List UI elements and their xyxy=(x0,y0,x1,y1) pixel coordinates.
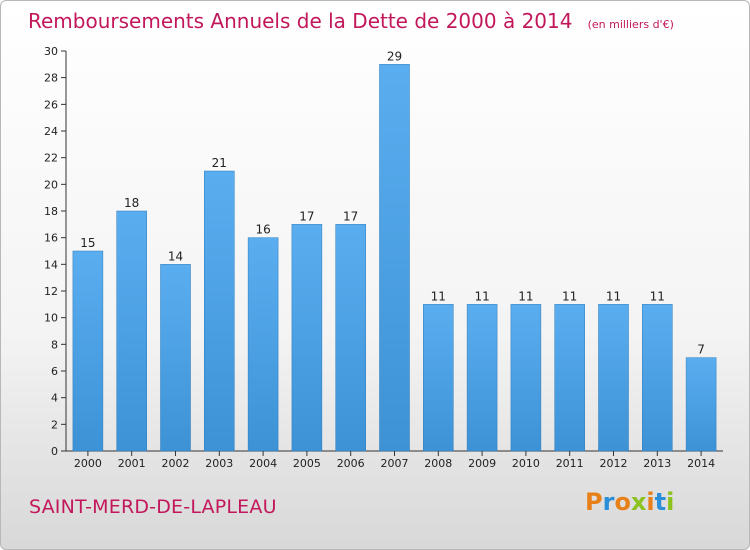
y-tick-label: 22 xyxy=(44,152,58,165)
x-tick-label: 2005 xyxy=(293,457,321,470)
bar-value-label: 11 xyxy=(606,289,621,303)
y-tick-label: 16 xyxy=(44,232,58,245)
x-tick-label: 2004 xyxy=(249,457,277,470)
logo-letter: i xyxy=(666,488,675,516)
bar-value-label: 29 xyxy=(387,49,402,63)
x-tick-label: 2010 xyxy=(512,457,540,470)
y-tick-label: 28 xyxy=(44,72,58,85)
x-tick-label: 2000 xyxy=(74,457,102,470)
bar-value-label: 18 xyxy=(124,196,139,210)
bar-value-label: 15 xyxy=(80,236,95,250)
bar-value-label: 11 xyxy=(650,289,665,303)
bar-value-label: 11 xyxy=(431,289,446,303)
y-tick-label: 2 xyxy=(51,418,58,431)
y-tick-label: 30 xyxy=(44,45,58,58)
bar-value-label: 11 xyxy=(518,289,533,303)
bar xyxy=(379,64,410,452)
y-tick-label: 20 xyxy=(44,178,58,191)
bar-value-label: 7 xyxy=(697,343,705,357)
bar xyxy=(554,304,585,452)
chart-title: Remboursements Annuels de la Dette de 20… xyxy=(28,9,573,33)
x-tick-label: 2001 xyxy=(118,457,146,470)
y-tick-label: 12 xyxy=(44,285,58,298)
logo-letter: i xyxy=(646,488,655,516)
bar xyxy=(466,304,498,452)
bar-value-label: 14 xyxy=(168,249,183,263)
bar-value-label: 16 xyxy=(255,223,270,237)
bar xyxy=(685,357,717,452)
bar xyxy=(423,304,454,452)
commune-name: SAINT-MERD-DE-LAPLEAU xyxy=(29,496,277,518)
bar xyxy=(160,264,191,452)
x-tick-label: 2008 xyxy=(424,457,452,470)
x-tick-label: 2002 xyxy=(162,457,190,470)
x-tick-label: 2009 xyxy=(468,457,496,470)
bar xyxy=(510,304,542,452)
bar xyxy=(335,224,366,452)
x-tick-label: 2013 xyxy=(643,457,671,470)
bar xyxy=(116,210,147,452)
x-tick-label: 2007 xyxy=(381,457,409,470)
logo-letter: o xyxy=(614,488,631,516)
bar xyxy=(291,224,323,452)
y-tick-label: 4 xyxy=(51,392,58,405)
x-tick-label: 2012 xyxy=(600,457,628,470)
y-tick-label: 10 xyxy=(44,312,58,325)
bar-value-label: 11 xyxy=(562,289,577,303)
logo-letter: P xyxy=(585,488,603,516)
bar-value-label: 17 xyxy=(299,209,314,223)
bar-value-label: 11 xyxy=(474,289,489,303)
y-tick-label: 18 xyxy=(44,205,58,218)
bar-chart: 0246810121416182022242628301520001820011… xyxy=(44,45,723,470)
y-tick-label: 26 xyxy=(44,98,58,111)
x-tick-label: 2011 xyxy=(556,457,584,470)
chart-subtitle: (en milliers d'€) xyxy=(587,18,674,31)
x-tick-label: 2006 xyxy=(337,457,365,470)
y-tick-label: 14 xyxy=(44,258,58,271)
x-tick-label: 2003 xyxy=(205,457,233,470)
logo-letter: t xyxy=(654,488,667,516)
bar xyxy=(204,170,235,452)
y-tick-label: 24 xyxy=(44,125,58,138)
bar xyxy=(247,237,279,452)
bar-value-label: 17 xyxy=(343,209,358,223)
bar xyxy=(598,304,629,452)
y-tick-label: 0 xyxy=(51,445,58,458)
y-tick-label: 8 xyxy=(51,338,58,351)
chart-title-block: Remboursements Annuels de la Dette de 20… xyxy=(28,9,674,33)
bar-value-label: 21 xyxy=(212,156,227,170)
logo-letter: r xyxy=(602,488,615,516)
x-tick-label: 2014 xyxy=(687,457,715,470)
bar xyxy=(642,304,673,452)
proxiti-logo: Proxiti xyxy=(585,488,674,516)
y-tick-label: 6 xyxy=(51,365,58,378)
logo-letter: x xyxy=(630,488,647,516)
bar xyxy=(72,250,104,452)
